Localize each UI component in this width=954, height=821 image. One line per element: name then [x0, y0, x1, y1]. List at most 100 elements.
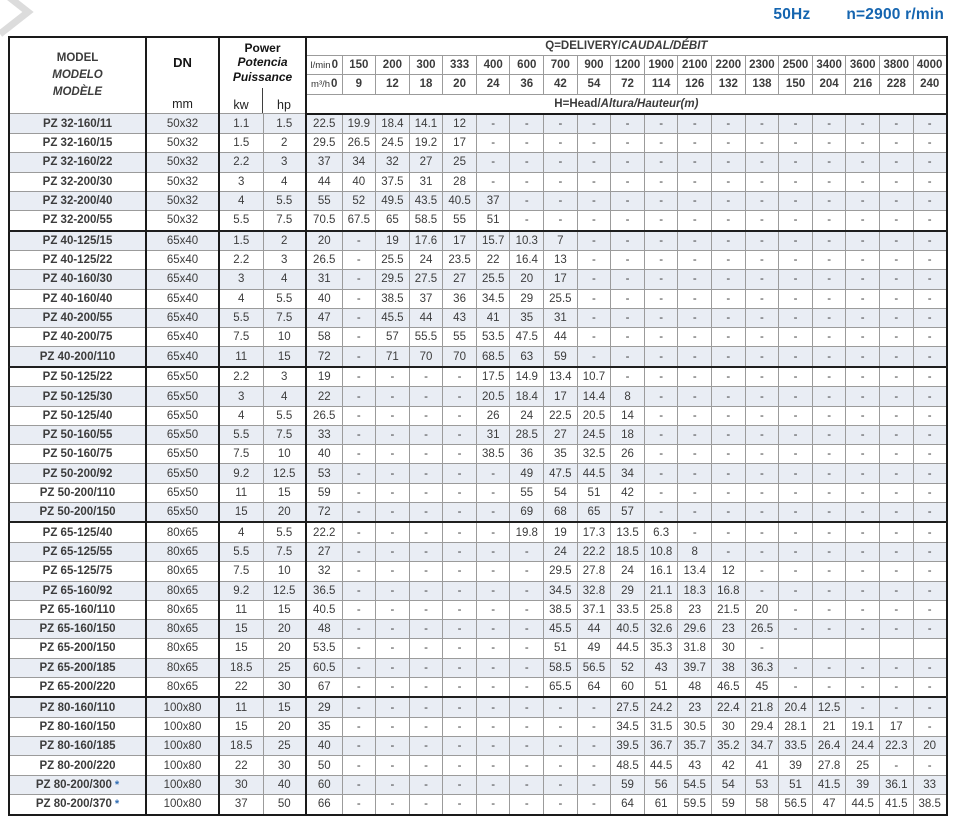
head-value: 21.1 — [643, 580, 679, 601]
hp-value: 20 — [262, 716, 307, 738]
head-value: - — [879, 657, 914, 678]
head-value: 50 — [305, 755, 343, 776]
head-value: - — [912, 599, 948, 621]
flow-lmin-value: 150 — [341, 54, 377, 76]
table-row: PZ 50-200/92 65x50 9.2 12.5 53- - - - -49 47.5 44.… — [8, 463, 948, 484]
head-value: - — [677, 386, 713, 407]
kw-unit-label: kw — [233, 98, 249, 112]
head-value: 28 — [442, 171, 477, 192]
head-value: - — [811, 132, 847, 154]
head-value: 25.5 — [543, 288, 578, 309]
model-name: PZ 32-160/22 — [8, 152, 147, 173]
head-value: 32 — [305, 561, 343, 582]
head-value: 22 — [475, 250, 511, 271]
head-value: - — [475, 501, 511, 523]
head-value: - — [778, 482, 813, 503]
head-value: - — [442, 599, 477, 621]
table-row: PZ 65-125/40 80x65 4 5.5 22.2- - - - -19.8 19 17.3… — [8, 521, 948, 543]
head-value: - — [845, 190, 880, 212]
dn-value: 80x65 — [145, 676, 220, 698]
head-value: - — [711, 152, 746, 173]
head-value: 40 — [305, 736, 343, 757]
head-value: - — [375, 482, 410, 503]
head-value: - — [845, 501, 880, 523]
head-value: - — [576, 327, 612, 348]
head-value: - — [375, 736, 410, 757]
head-value: 38 — [711, 657, 746, 678]
head-value: - — [643, 113, 679, 134]
head-value: - — [879, 755, 914, 776]
dn-value: 100x80 — [145, 736, 220, 757]
hp-value: 1.5 — [262, 113, 307, 134]
head-value: - — [711, 482, 746, 503]
head-value: - — [778, 327, 813, 348]
head-value: - — [610, 190, 645, 212]
table-row: PZ 32-160/22 50x32 2.2 3 37 34 32 27 25- - - - - - - - -… — [8, 152, 948, 173]
head-value: - — [610, 152, 645, 173]
hp-value: 30 — [262, 676, 307, 698]
kw-value: 11 — [218, 696, 264, 718]
head-value: - — [341, 716, 377, 738]
head-value: 52 — [610, 657, 645, 678]
flow-m3h-value: 204 — [811, 74, 847, 95]
head-value: - — [375, 365, 410, 388]
head-value: - — [643, 386, 679, 407]
head-value: - — [475, 132, 511, 154]
head-value: - — [442, 463, 477, 484]
head-value: 17.6 — [408, 229, 444, 252]
head-value: 71 — [375, 346, 410, 368]
head-value: - — [509, 676, 545, 698]
model-name: PZ 32-160/15 — [8, 132, 147, 154]
dn-value: 65x50 — [145, 444, 220, 465]
model-name: PZ 80-200/220 — [8, 755, 147, 776]
head-value — [845, 638, 880, 659]
table-row: PZ 65-160/92 80x65 9.2 12.5 36.5- - - - - -34.5 32… — [8, 580, 948, 601]
head-value: - — [744, 638, 780, 659]
head-value: 36.1 — [879, 774, 914, 795]
head-value: - — [811, 327, 847, 348]
head-value — [778, 638, 813, 659]
head-value: 58.5 — [543, 657, 578, 678]
head-value: - — [442, 405, 477, 426]
head-value: - — [375, 386, 410, 407]
head-value: 47.5 — [543, 463, 578, 484]
head-value — [879, 638, 914, 659]
head-value: - — [677, 132, 713, 154]
head-value: - — [845, 386, 880, 407]
head-value: - — [543, 171, 578, 192]
head-value: - — [442, 365, 477, 388]
head-value: - — [879, 521, 914, 543]
head-value: - — [341, 793, 377, 816]
head-value: - — [677, 190, 713, 212]
head-value: - — [711, 210, 746, 232]
model-name: PZ 32-200/55 — [8, 210, 147, 232]
model-name: PZ 80-160/185 — [8, 736, 147, 757]
head-value: 31.8 — [677, 638, 713, 659]
head-value: 51 — [643, 676, 679, 698]
head-value: - — [341, 736, 377, 757]
head-value: - — [643, 444, 679, 465]
model-name: PZ 50-125/30 — [8, 386, 147, 407]
star-marker: * — [114, 798, 120, 811]
head-value: - — [845, 463, 880, 484]
head-value: 26 — [610, 444, 645, 465]
head-value: - — [643, 501, 679, 523]
head-value: - — [879, 250, 914, 271]
head-value: - — [845, 580, 880, 601]
head-value: - — [912, 132, 948, 154]
head-value: - — [778, 676, 813, 698]
head-value: - — [778, 190, 813, 212]
head-value: 34.5 — [610, 716, 645, 738]
head-value: - — [442, 676, 477, 698]
head-value: - — [744, 132, 780, 154]
head-value: - — [341, 288, 377, 309]
head-value: - — [543, 152, 578, 173]
frequency-label: 50Hz — [773, 6, 811, 23]
head-value: 58.5 — [408, 210, 444, 232]
dn-value: 65x40 — [145, 307, 220, 329]
head-value: 39 — [778, 755, 813, 776]
hp-value: 10 — [262, 327, 307, 348]
head-value: 20.5 — [475, 386, 511, 407]
head-value: 35.7 — [677, 736, 713, 757]
head-value: 25.8 — [643, 599, 679, 621]
